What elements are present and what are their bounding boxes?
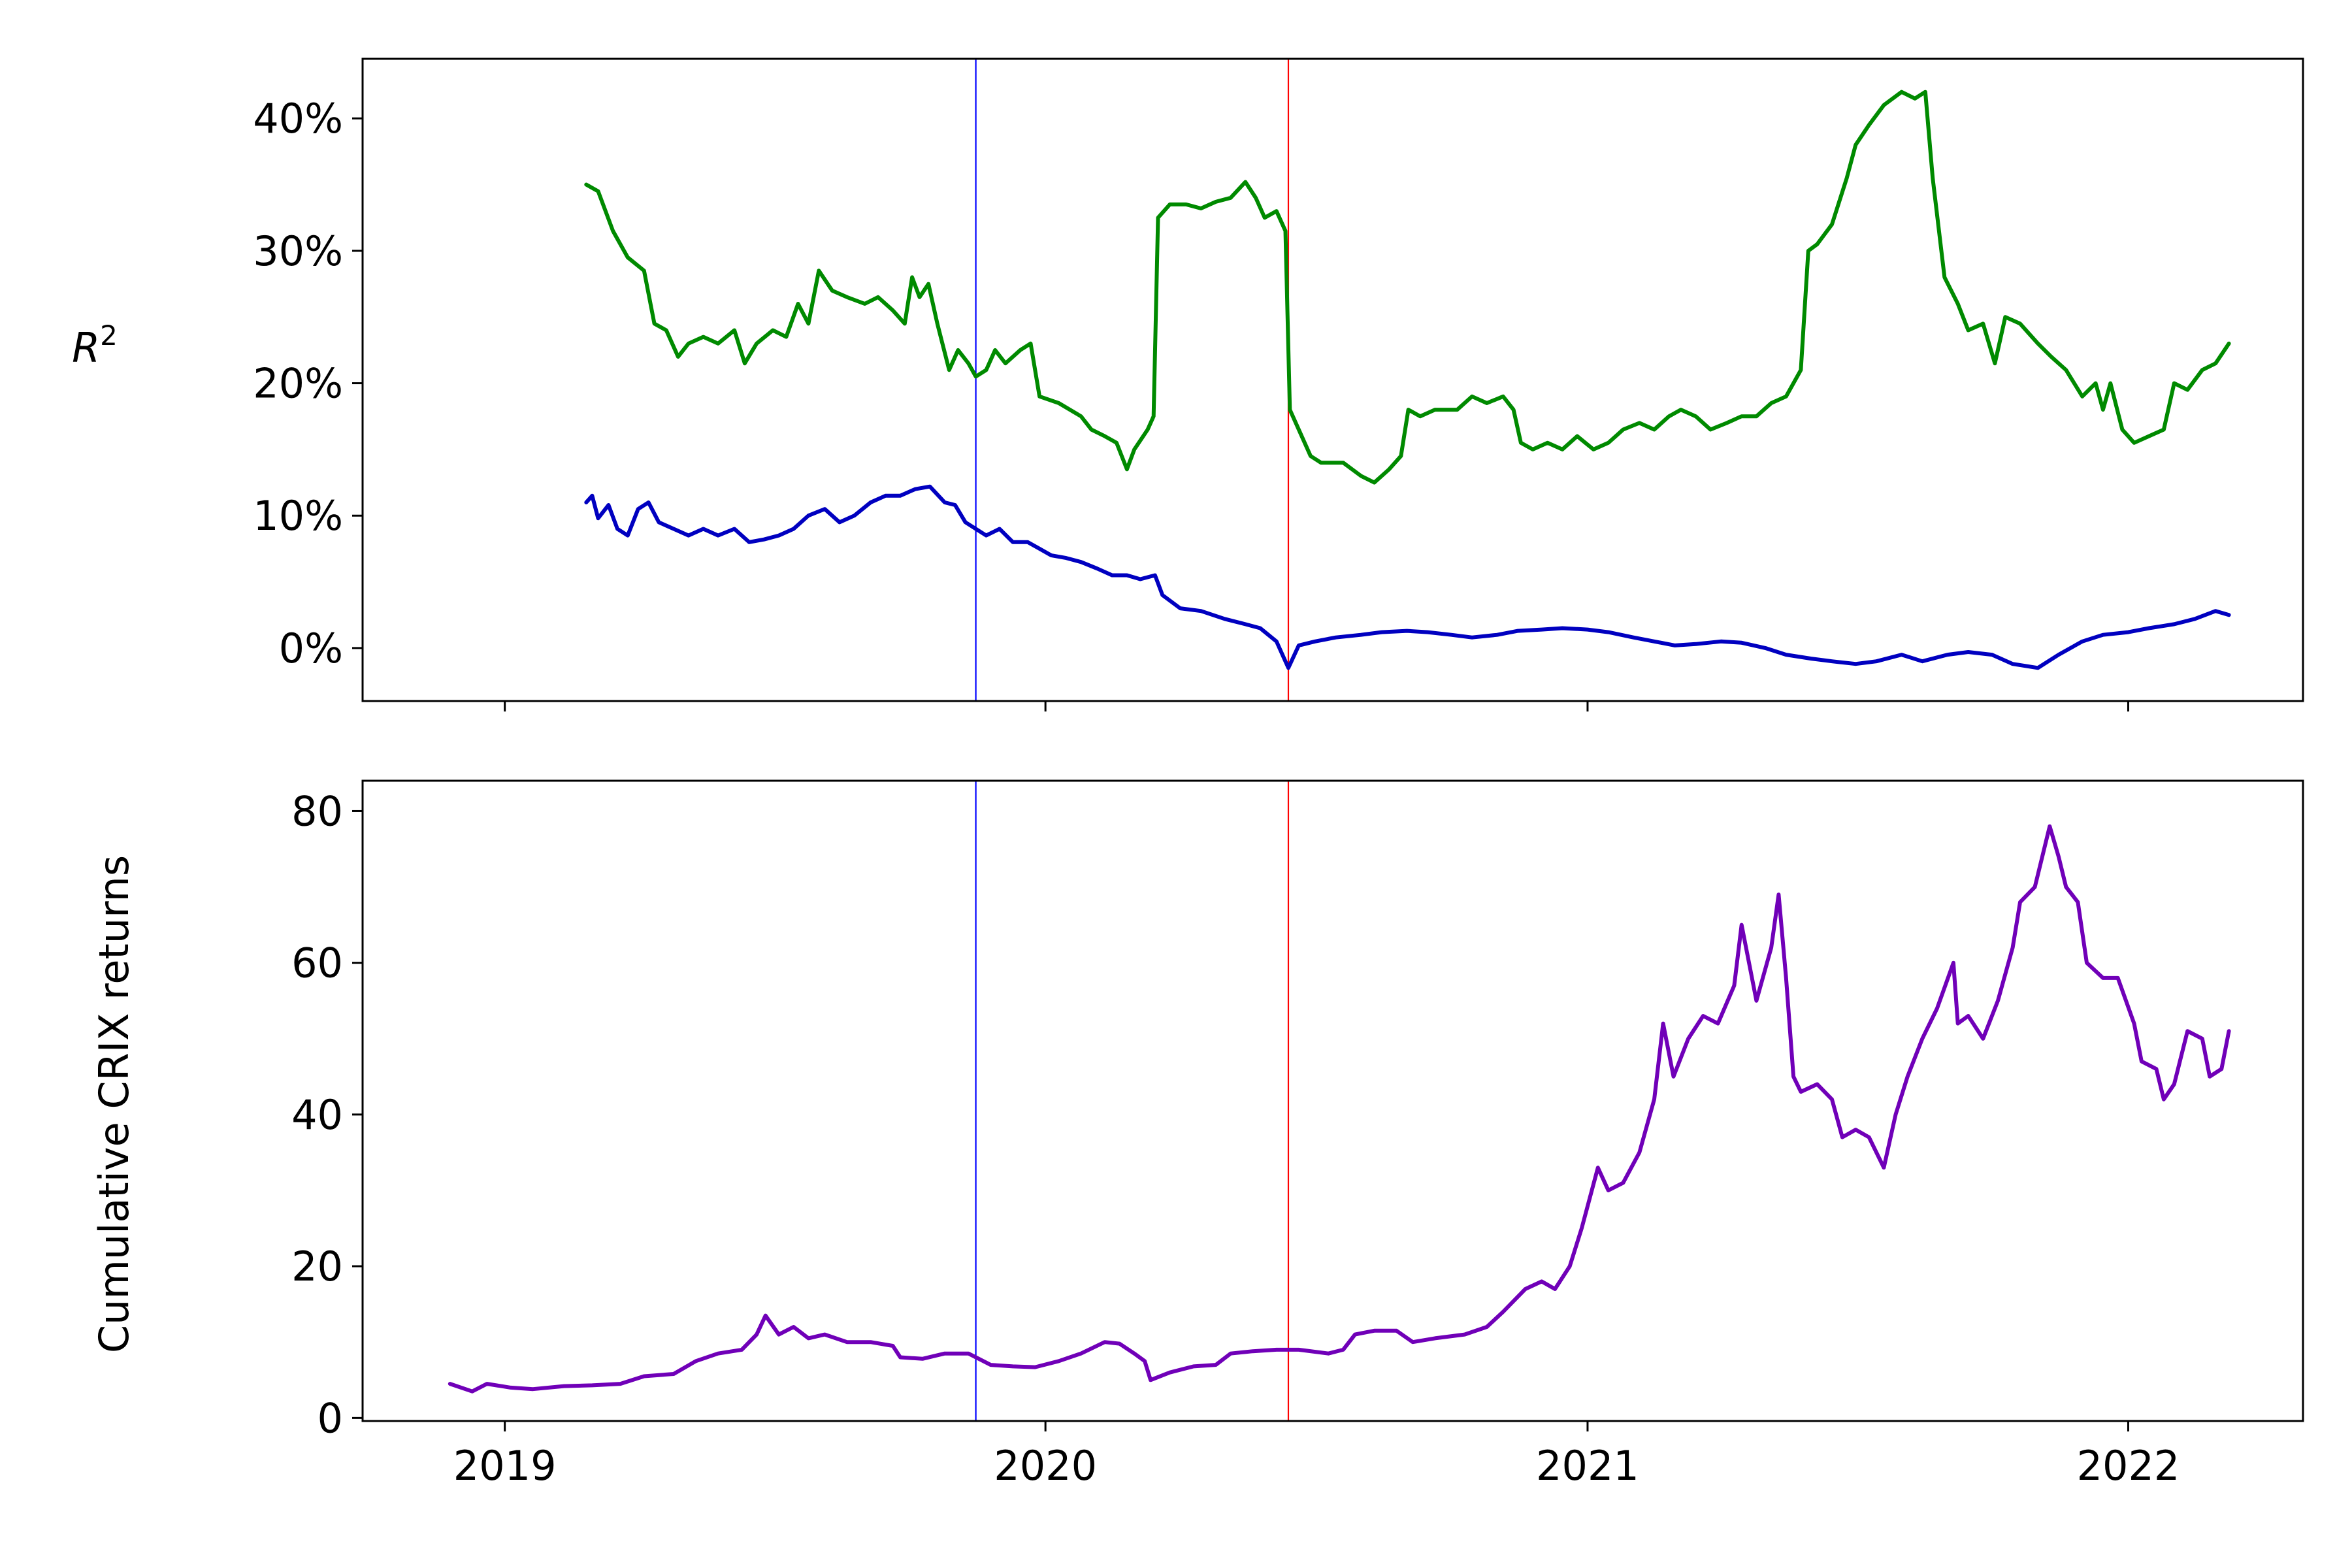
r-squared-label-superscript: 2 xyxy=(100,319,118,351)
r-squared-x-axis xyxy=(504,701,2129,711)
r-squared-y-axis: 0% 10% 20% 30% 40% xyxy=(253,95,363,672)
r-squared-y-tick-label: 30% xyxy=(253,227,343,275)
crix-returns-panel: 0 20 40 60 80 2019 2020 2021 2022 Cumulative CR… xyxy=(90,779,2304,1490)
crix-x-tick-label: 2020 xyxy=(994,1442,1097,1490)
crix-x-axis: 2019 2020 2021 2022 xyxy=(453,1421,2180,1490)
r-squared-y-tick-label: 20% xyxy=(253,360,343,408)
crix-event-lines xyxy=(975,781,1290,1421)
crix-y-tick-label: 60 xyxy=(291,939,343,987)
crix-x-tick-label: 2019 xyxy=(453,1442,557,1490)
r-squared-axis-label: R2 xyxy=(72,319,118,372)
crix-y-tick-label: 20 xyxy=(291,1243,343,1290)
r-squared-series xyxy=(584,90,2231,670)
r-squared-panel: 0% 10% 20% 30% 40% R2 xyxy=(72,57,2304,711)
r-squared-y-tick-label: 10% xyxy=(253,492,343,540)
r-squared-plot-frame xyxy=(361,57,2304,702)
r-squared-y-tick-label: 0% xyxy=(279,625,343,672)
crix-y-axis-label: Cumulative CRIX returns xyxy=(90,855,138,1353)
crix-y-tick-label: 0 xyxy=(318,1394,343,1442)
crix-y-axis: 0 20 40 60 80 xyxy=(291,787,363,1442)
crix-y-tick-label: 80 xyxy=(291,787,343,835)
crix-x-tick-label: 2021 xyxy=(1536,1442,1639,1490)
crix-x-tick-label: 2022 xyxy=(2077,1442,2180,1490)
r-squared-series-line-1 xyxy=(584,90,2231,485)
r-squared-label-base: R xyxy=(72,324,100,372)
crix-plot-frame xyxy=(361,779,2304,1422)
r-squared-y-tick-label: 40% xyxy=(253,95,343,142)
crix-returns-series xyxy=(448,824,2231,1394)
crix-y-tick-label: 40 xyxy=(291,1091,343,1139)
crix-series-line-1 xyxy=(448,824,2231,1394)
r-squared-series-line-2 xyxy=(584,484,2231,670)
